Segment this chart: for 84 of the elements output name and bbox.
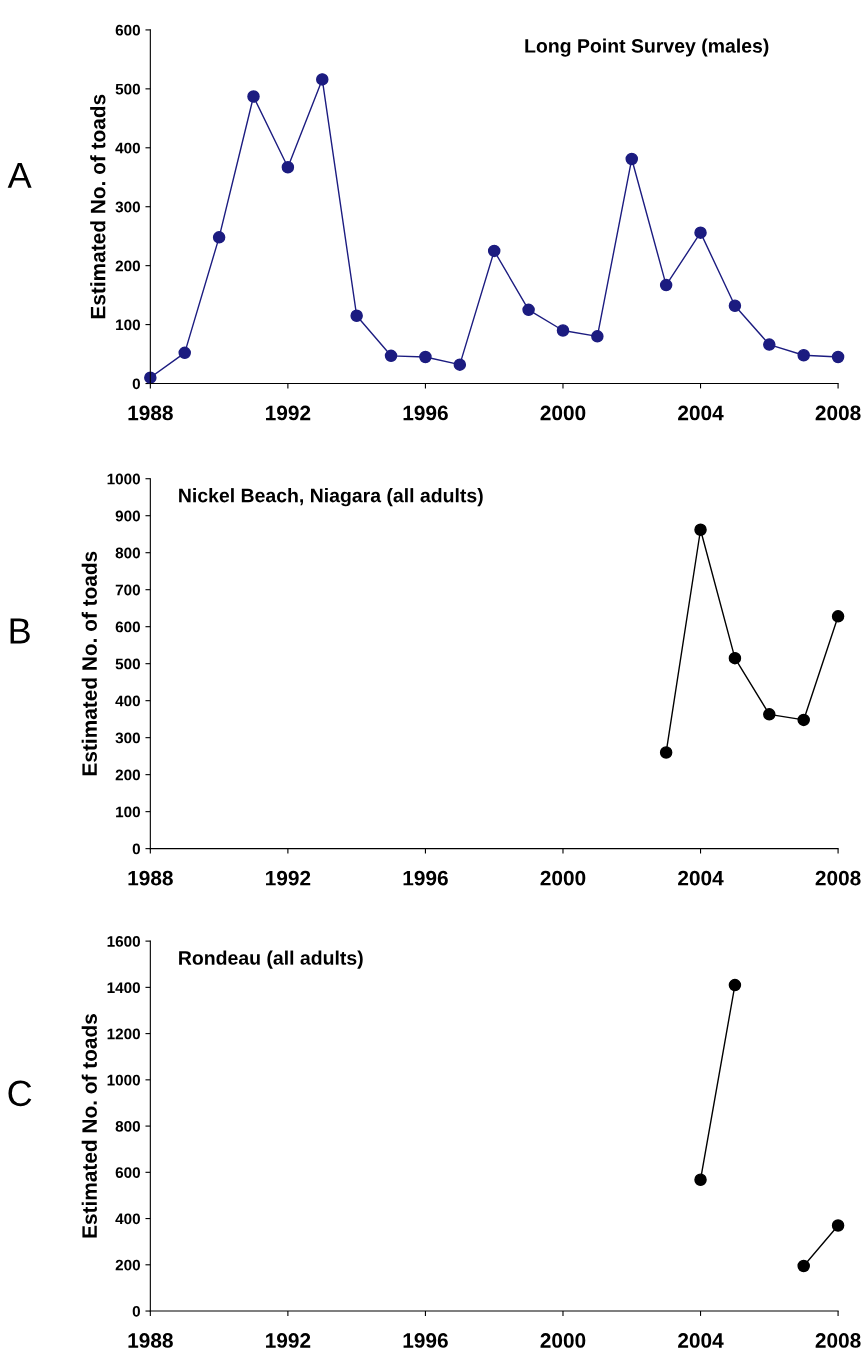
y-tick-label: 1000: [107, 1074, 140, 1086]
y-tick-label: 200: [115, 1259, 140, 1271]
point: [797, 713, 810, 727]
point: [659, 278, 673, 292]
x-tick-label: 2008: [815, 870, 861, 886]
y-axis-title: Estimated No. of toads: [81, 551, 97, 776]
y-tick-label: 500: [115, 658, 140, 670]
y-tick-label: 500: [115, 83, 140, 95]
point: [797, 1259, 810, 1273]
x-tick-label: 1992: [266, 405, 311, 421]
y-tick-label: 400: [115, 142, 140, 154]
y-tick-label: 0: [132, 843, 140, 855]
point: [763, 338, 776, 351]
point: [384, 349, 398, 363]
point: [419, 350, 432, 364]
x-tick-label: 1992: [266, 1333, 311, 1348]
y-tick-label: 800: [115, 1120, 140, 1132]
chart-title: Rondeau (all adults): [179, 950, 363, 969]
point: [350, 309, 363, 322]
y-tick-label: 800: [115, 547, 140, 559]
y-tick-label: 600: [115, 1167, 140, 1179]
point: [247, 90, 260, 103]
x-tick-label: 1996: [403, 1333, 448, 1348]
point: [487, 244, 501, 258]
y-tick-label: 0: [132, 378, 140, 390]
point: [831, 1219, 845, 1232]
point: [281, 160, 295, 174]
point: [728, 978, 742, 992]
x-tick-label: 2000: [540, 1333, 586, 1348]
y-tick-label: 700: [115, 584, 140, 596]
point: [694, 1173, 707, 1186]
x-tick-label: 2008: [815, 1333, 861, 1348]
y-tick-label: 900: [115, 510, 140, 522]
x-tick-label: 2004: [678, 870, 724, 886]
y-tick-label: 400: [115, 695, 140, 707]
text: B: [10, 618, 30, 644]
y-axis-title: Estimated No. of toads: [81, 1014, 97, 1238]
y-tick-label: 1600: [107, 935, 140, 947]
x-tick-label: 2004: [678, 405, 724, 421]
point: [453, 358, 467, 371]
y-tick-label: 200: [115, 769, 140, 781]
point: [316, 73, 329, 86]
point: [212, 231, 226, 244]
x-tick-label: 1996: [403, 405, 448, 421]
text: C: [8, 1080, 32, 1107]
x-tick-label: 1988: [128, 405, 173, 421]
chart-title: Nickel Beach, Niagara (all adults): [179, 488, 483, 507]
point: [831, 350, 845, 364]
point: [763, 708, 776, 721]
y-tick-label: 600: [115, 621, 140, 633]
point: [591, 330, 604, 343]
y-tick-label: 0: [132, 1305, 140, 1317]
y-tick-label: 100: [116, 806, 140, 818]
point: [728, 299, 742, 312]
point: [694, 523, 707, 537]
y-tick-label: 1200: [107, 1028, 140, 1040]
point: [694, 226, 707, 239]
y-axis-title: Estimated No. of toads: [90, 94, 106, 319]
x-tick-label: 2004: [678, 1333, 724, 1348]
x-tick-label: 2008: [815, 405, 861, 421]
text: A: [7, 162, 32, 188]
y-tick-label: 400: [115, 1213, 140, 1225]
x-tick-label: 1992: [266, 870, 311, 886]
chart-title: Long Point Survey (males): [525, 38, 769, 57]
y-tick-label: 300: [115, 201, 140, 213]
point: [831, 610, 845, 623]
point: [728, 651, 742, 665]
y-tick-label: 1000: [107, 473, 140, 485]
point: [625, 152, 639, 166]
point: [797, 348, 810, 362]
point: [659, 746, 673, 759]
y-tick-label: 200: [115, 260, 140, 272]
x-tick-label: 1996: [403, 870, 448, 886]
y-tick-label: 300: [115, 732, 140, 744]
y-tick-label: 100: [116, 319, 140, 331]
point: [556, 324, 570, 337]
x-tick-label: 2000: [540, 405, 586, 421]
x-tick-label: 2000: [540, 870, 586, 886]
x-tick-label: 1988: [128, 870, 173, 886]
y-tick-label: 1400: [107, 982, 140, 994]
y-tick-label: 600: [115, 24, 140, 36]
point: [522, 303, 535, 317]
point: [178, 346, 191, 360]
x-tick-label: 1988: [128, 1333, 173, 1348]
